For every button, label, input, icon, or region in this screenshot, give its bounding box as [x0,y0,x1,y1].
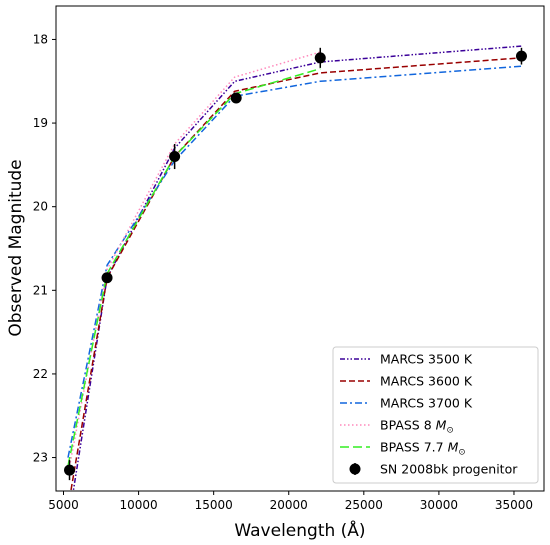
series-line-2 [67,65,522,458]
x-tick-label: 25000 [345,498,383,512]
observation-point [314,52,326,64]
y-tick-label: 23 [33,451,48,465]
legend: MARCS 3500 K MARCS 3600 K MARCS 3700 K BPAS… [332,346,539,484]
observation-point [515,50,527,62]
y-tick-label: 20 [33,200,48,214]
x-tick-label: 10000 [119,498,157,512]
x-tick-label: 5000 [48,498,79,512]
y-tick-label: 18 [33,32,48,46]
x-axis-label: Wavelength (Å) [234,519,365,541]
y-tick-label: 21 [33,283,48,297]
legend-box [332,346,539,484]
series-line-1 [70,57,522,491]
legend-label-observation: SN 2008bk progenitor [380,462,518,477]
y-tick-label: 22 [33,367,48,381]
y-axis-label: Observed Magnitude [6,159,26,336]
observation-point [230,92,242,104]
legend-swatch-observation [349,463,361,475]
x-axis-ticks: 5000 10000 15000 20000 25000 30000 35000 [48,491,533,512]
y-axis-ticks: 18 19 20 21 22 23 [33,32,56,465]
observation-point [101,272,113,284]
x-tick-label: 15000 [195,498,233,512]
plot-frame [55,5,545,492]
series-line-4 [67,67,321,467]
x-tick-label: 30000 [420,498,458,512]
legend-label-0: MARCS 3500 K [380,352,473,367]
x-tick-label: 35000 [495,498,533,512]
legend-label-1: MARCS 3600 K [380,374,473,389]
legend-label-2: MARCS 3700 K [380,396,473,411]
series-line-3 [67,51,321,475]
y-tick-label: 19 [33,116,48,130]
observation-points-layer [64,47,527,481]
observation-point [169,151,181,163]
legend-label-4: BPASS 7.7 M⊙ [380,440,465,458]
observation-point [64,464,76,476]
x-tick-label: 20000 [270,498,308,512]
legend-label-3: BPASS 8 M⊙ [380,418,454,436]
